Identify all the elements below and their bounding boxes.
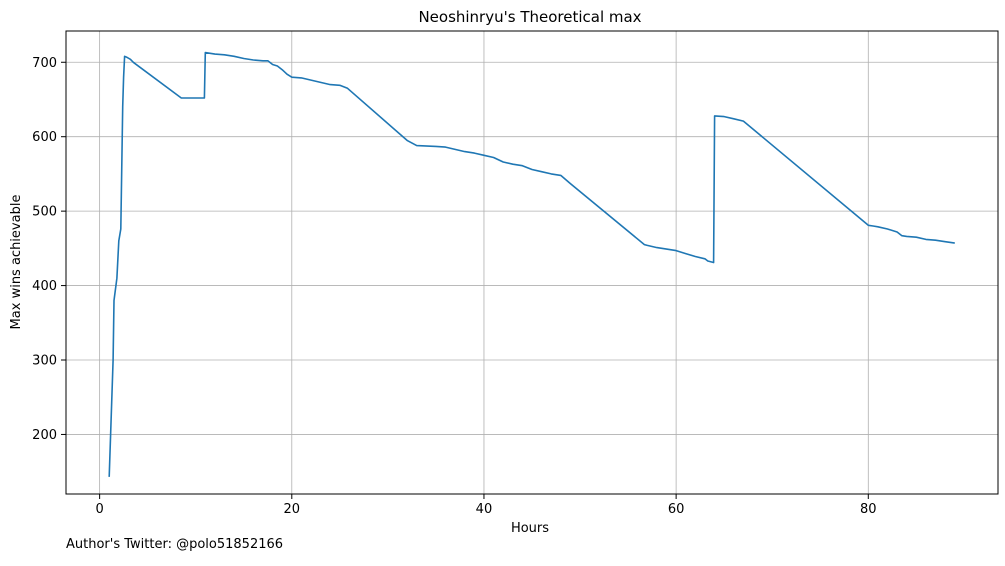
author-note: Author's Twitter: @polo51852166 <box>66 537 284 552</box>
series-layer <box>108 51 955 477</box>
y-tick-label: 600 <box>32 130 57 145</box>
x-tick-label: 60 <box>668 502 685 517</box>
y-tick-label: 500 <box>32 205 57 220</box>
y-tick-label: 200 <box>32 428 57 443</box>
chart-title: Neoshinryu's Theoretical max <box>418 8 641 26</box>
series-line-0 <box>108 51 955 477</box>
x-axis-label: Hours <box>511 521 549 536</box>
y-tick-label: 300 <box>32 354 57 369</box>
x-tick-label: 40 <box>476 502 493 517</box>
y-tick-label: 700 <box>32 56 57 71</box>
plot-frame <box>65 30 999 495</box>
y-axis-label: Max wins achievable <box>9 195 24 330</box>
axis-ticks: 0 20 40 60 80 200 300 400 500 600 700 <box>32 56 876 517</box>
x-tick-label: 80 <box>860 502 877 517</box>
y-tick-label: 400 <box>32 279 57 294</box>
grid-lines <box>66 31 998 494</box>
x-tick-label: 20 <box>284 502 301 517</box>
x-tick-label: 0 <box>95 502 103 517</box>
